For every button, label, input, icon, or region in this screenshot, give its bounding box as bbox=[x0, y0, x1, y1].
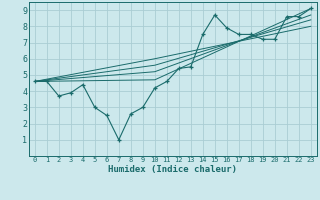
X-axis label: Humidex (Indice chaleur): Humidex (Indice chaleur) bbox=[108, 165, 237, 174]
